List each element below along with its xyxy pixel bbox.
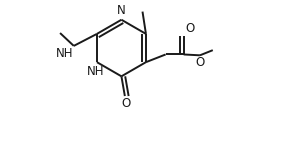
Text: NH: NH <box>55 47 73 60</box>
Text: NH: NH <box>87 65 105 78</box>
Text: O: O <box>186 22 195 35</box>
Text: N: N <box>117 4 126 17</box>
Text: O: O <box>121 97 130 110</box>
Text: O: O <box>195 56 204 69</box>
